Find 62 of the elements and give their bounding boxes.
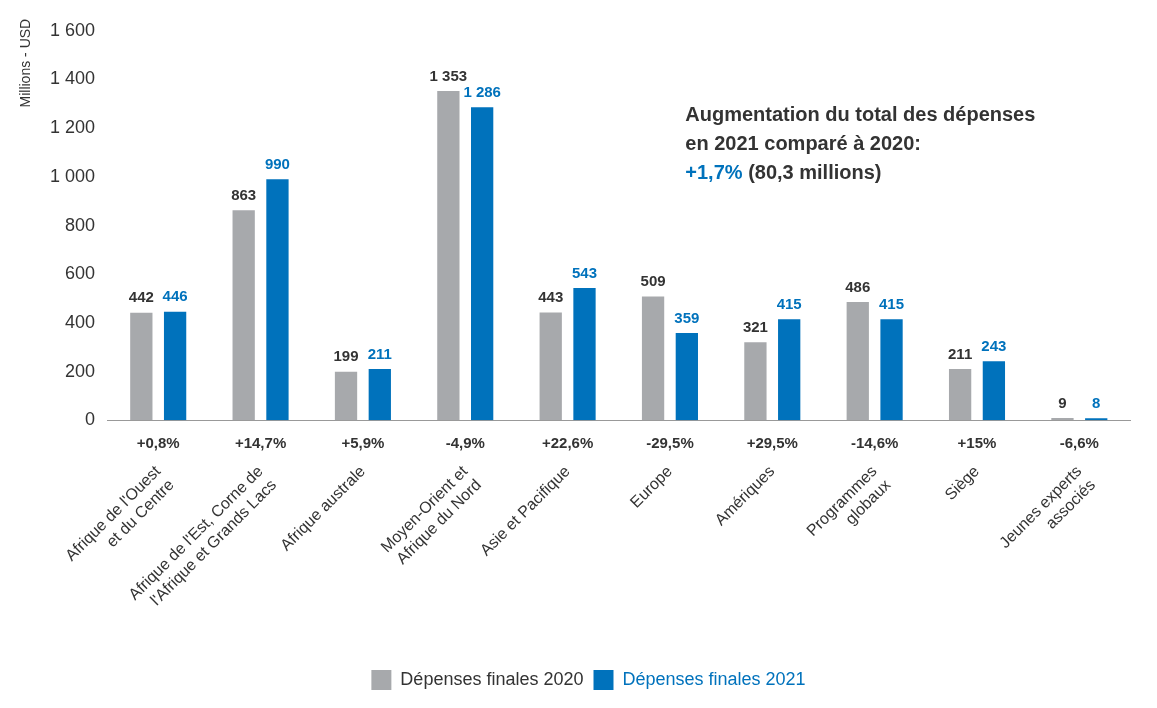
legend-label: Dépenses finales 2021: [622, 668, 806, 689]
bar: [471, 107, 494, 421]
data-label: 442: [128, 288, 154, 306]
data-label: 543: [571, 263, 598, 281]
data-label: 863: [231, 185, 257, 203]
bar: [266, 179, 289, 421]
y-tick-label: 400: [65, 311, 96, 332]
bar: [675, 332, 698, 421]
y-axis-title: Millions - USD: [16, 18, 33, 108]
data-label: 1 353: [429, 66, 468, 84]
data-label: 359: [674, 308, 700, 326]
bar: [880, 319, 903, 421]
text: -14,6%: [850, 434, 899, 452]
data-label: 415: [879, 294, 905, 312]
text: -4,9%: [445, 434, 485, 452]
y-tick-label: 800: [65, 214, 96, 235]
data-label: 446: [162, 287, 188, 305]
bar: [846, 301, 869, 421]
data-label: 8: [1092, 393, 1101, 411]
legend-label: Dépenses finales 2020: [400, 668, 584, 689]
bar: [437, 90, 460, 421]
bar: [232, 210, 255, 421]
data-label: 1 286: [463, 82, 501, 100]
data-label: 243: [981, 336, 1007, 354]
text: +22,6%: [541, 434, 594, 452]
bar: [641, 296, 665, 421]
bar: [573, 288, 596, 421]
text: +15%: [957, 434, 997, 452]
data-label: 199: [333, 347, 359, 365]
y-tick-label: 1 600: [50, 19, 96, 40]
text: +0,8%: [136, 434, 180, 452]
y-tick-label: 1 200: [50, 117, 96, 138]
text: +29,5%: [746, 434, 798, 452]
data-label: 509: [640, 272, 666, 290]
data-label: 443: [538, 288, 564, 306]
bar: [1051, 418, 1074, 421]
data-label: 415: [776, 294, 802, 312]
y-tick-label: 1 000: [50, 165, 96, 186]
text: -29,5%: [646, 434, 694, 452]
data-label: 9: [1058, 393, 1067, 411]
data-label: 211: [367, 344, 392, 362]
text: +14,7%: [234, 434, 287, 452]
y-tick-label: 600: [65, 263, 96, 284]
bar: [130, 312, 153, 421]
bar: [948, 368, 972, 421]
bar: [539, 312, 562, 421]
text: +5,9%: [341, 434, 385, 452]
bar: [368, 368, 391, 421]
text: -6,6%: [1059, 434, 1099, 452]
data-label: 990: [264, 154, 290, 172]
data-label: 211: [948, 344, 973, 362]
y-tick-label: 1 400: [50, 68, 96, 89]
bar: [982, 361, 1006, 421]
bar: [163, 311, 187, 421]
y-tick-label: 0: [85, 409, 96, 430]
bar: [334, 371, 358, 421]
data-label: 486: [845, 277, 871, 295]
data-label: 321: [742, 317, 768, 335]
y-tick-label: 200: [65, 360, 96, 381]
bar: [778, 319, 801, 421]
bar: [744, 342, 767, 421]
annotation: Augmentation du total des dépenses en 2021 comparé à 2020: +1,7% (80,3 millions): [685, 103, 1036, 184]
